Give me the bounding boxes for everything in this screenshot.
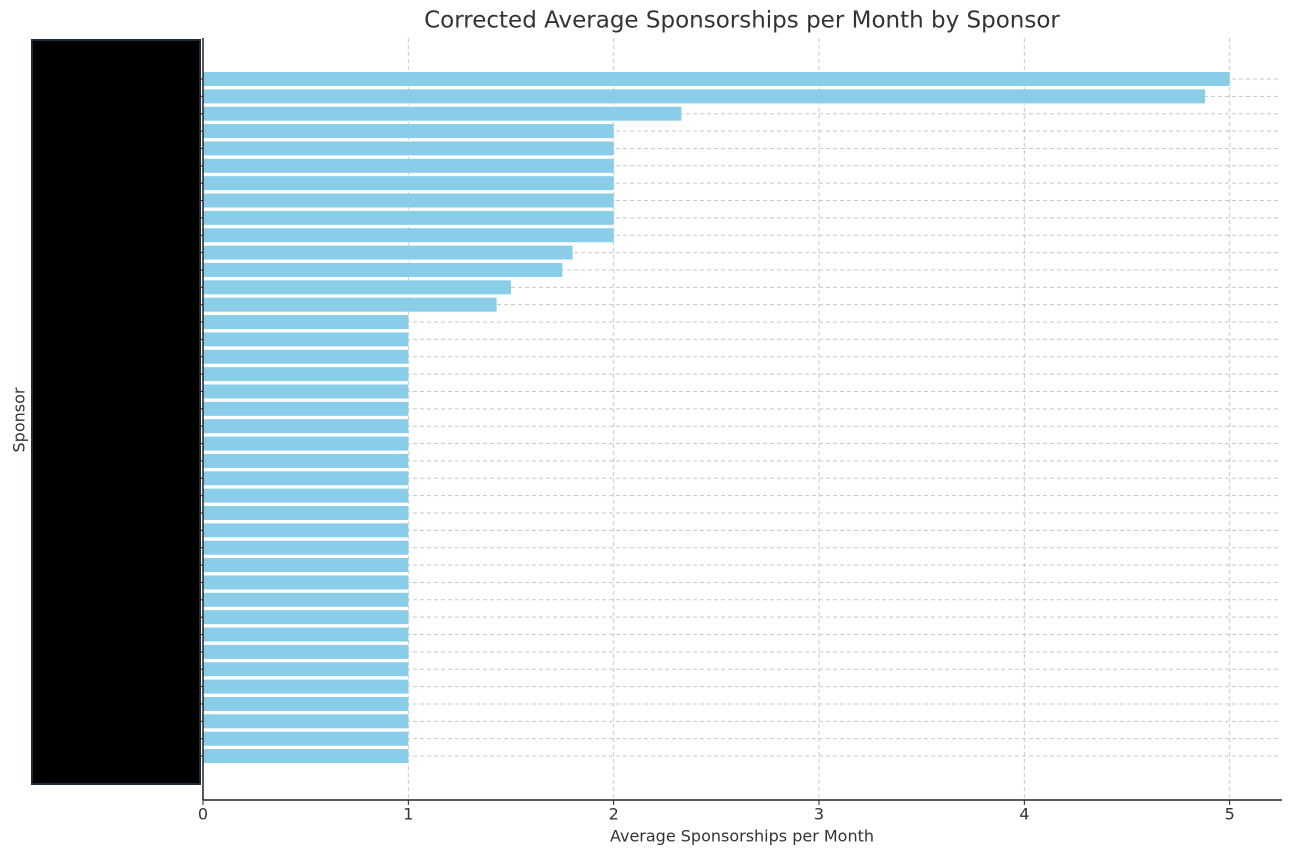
x-tick-label: 1 <box>403 805 413 824</box>
x-tick-label: 2 <box>609 805 619 824</box>
x-tick-label: 0 <box>198 805 208 824</box>
bar <box>203 401 409 416</box>
y-axis-label: Sponsor <box>10 387 29 452</box>
bar <box>203 731 409 746</box>
plot-area: 0 1 2 3 4 5 <box>198 38 1281 824</box>
bar <box>203 436 409 451</box>
bar <box>203 315 409 330</box>
bar <box>203 540 409 555</box>
bar <box>203 228 614 243</box>
bar <box>203 349 409 364</box>
bar <box>203 453 409 468</box>
bar <box>203 575 409 590</box>
bar <box>203 245 573 260</box>
x-tick-label: 4 <box>1019 805 1029 824</box>
bar <box>203 193 614 208</box>
x-tick-label: 5 <box>1225 805 1235 824</box>
bar <box>203 662 409 677</box>
bar <box>203 141 614 156</box>
bar <box>203 124 614 139</box>
bar <box>203 419 409 434</box>
bar <box>203 262 563 277</box>
x-tick-label: 3 <box>814 805 824 824</box>
bar <box>203 749 409 764</box>
bar <box>203 106 682 121</box>
bar <box>203 592 409 607</box>
bar <box>203 610 409 625</box>
x-axis-label: Average Sponsorships per Month <box>610 827 874 846</box>
bar <box>203 696 409 711</box>
bar <box>203 471 409 486</box>
bar <box>203 523 409 538</box>
bar <box>203 297 497 312</box>
bar <box>203 176 614 191</box>
bar <box>203 488 409 503</box>
bar <box>203 627 409 642</box>
bar <box>203 644 409 659</box>
bar <box>203 367 409 382</box>
bar <box>203 506 409 520</box>
bar <box>203 558 409 573</box>
bar <box>203 89 1206 104</box>
bar <box>203 72 1230 86</box>
bar <box>203 332 409 347</box>
bar <box>203 384 409 399</box>
bar <box>203 280 511 295</box>
bar <box>203 210 614 225</box>
chart-title: Corrected Average Sponsorships per Month… <box>424 8 1060 34</box>
bar <box>203 714 409 729</box>
bar <box>203 158 614 173</box>
bar <box>203 679 409 694</box>
redaction-box <box>31 39 201 785</box>
